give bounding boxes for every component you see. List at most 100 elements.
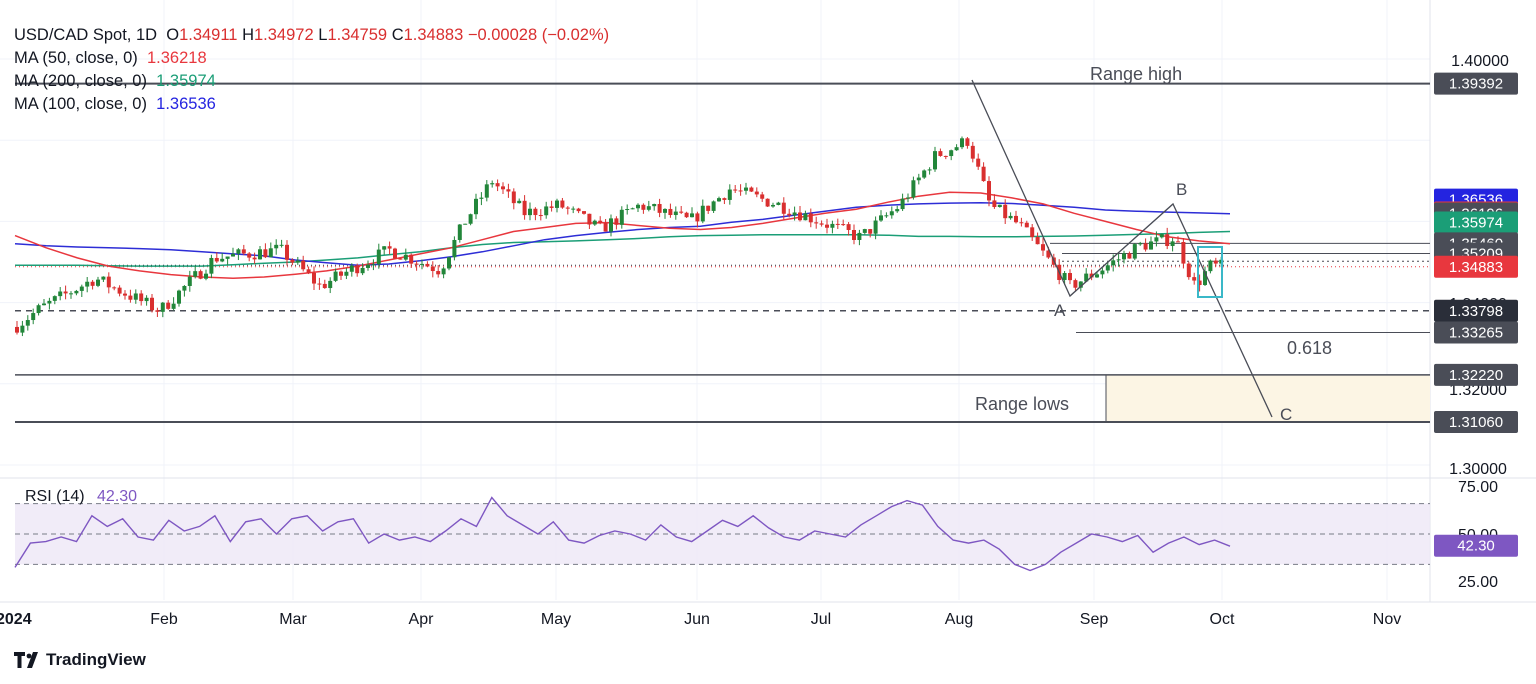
candle-body bbox=[965, 138, 970, 146]
candle-body bbox=[301, 260, 306, 270]
candle-body bbox=[1014, 215, 1018, 223]
candle-body bbox=[366, 264, 370, 268]
candle-body bbox=[1116, 259, 1121, 261]
candlestick-series bbox=[15, 136, 1224, 337]
fib-0618-label: 0.618 bbox=[1287, 338, 1332, 358]
ma200-value: 1.35974 bbox=[156, 72, 216, 90]
candle-body bbox=[295, 260, 300, 263]
candle-body bbox=[841, 224, 846, 226]
candle-body bbox=[927, 169, 932, 171]
candle-body bbox=[538, 215, 543, 217]
candle-body bbox=[1084, 273, 1089, 282]
candle-body bbox=[123, 293, 127, 296]
x-label-jul: Jul bbox=[811, 611, 831, 628]
candle-body bbox=[42, 303, 46, 306]
tradingview-logo[interactable]: TradingView bbox=[14, 650, 146, 670]
candle-body bbox=[447, 257, 451, 269]
candle-body bbox=[1197, 280, 1202, 286]
candle-body bbox=[430, 266, 435, 272]
candle-body bbox=[646, 206, 651, 210]
candle-body bbox=[771, 204, 775, 207]
candle-body bbox=[868, 229, 873, 234]
candle-body bbox=[1089, 273, 1094, 278]
candle-body bbox=[744, 187, 748, 191]
candle-body bbox=[398, 258, 403, 260]
candle-body bbox=[225, 256, 230, 259]
time-axis: 2024 Feb Mar Apr May Jun Jul Aug Sep Oct… bbox=[0, 611, 1401, 628]
candle-body bbox=[943, 155, 948, 157]
x-label-2024: 2024 bbox=[0, 611, 32, 628]
candle-body bbox=[495, 183, 500, 187]
x-label-apr: Apr bbox=[409, 611, 435, 628]
candle-body bbox=[355, 265, 360, 274]
annotation-labels: Range high Range lows 0.618 A B C RSI (1… bbox=[25, 64, 1332, 505]
candle-body bbox=[954, 147, 959, 151]
candle-body bbox=[571, 208, 576, 210]
open-value: 1.34911 bbox=[179, 26, 238, 44]
candle-body bbox=[63, 291, 68, 294]
rsi-title-value: 42.30 bbox=[97, 488, 137, 505]
candle-body bbox=[1213, 260, 1218, 264]
candle-body bbox=[1203, 271, 1207, 286]
candle-body bbox=[247, 253, 252, 258]
candle-body bbox=[285, 244, 289, 260]
candle-body bbox=[819, 223, 824, 225]
candle-body bbox=[754, 191, 759, 195]
candle-body bbox=[393, 248, 397, 259]
candle-body bbox=[112, 287, 117, 289]
candle-body bbox=[1122, 253, 1126, 260]
ma100-legend: MA (100, close, 0) 1.36536 bbox=[14, 94, 216, 114]
low-value: 1.34759 bbox=[327, 26, 388, 44]
candle-body bbox=[522, 200, 527, 216]
candle-body bbox=[279, 244, 284, 246]
candle-body bbox=[992, 200, 997, 208]
x-label-may: May bbox=[541, 611, 571, 628]
candle-body bbox=[1186, 263, 1191, 278]
candle-body bbox=[15, 326, 19, 333]
candle-body bbox=[150, 297, 154, 311]
candle-body bbox=[528, 208, 532, 216]
ma100-value: 1.36536 bbox=[156, 95, 216, 113]
abc-pattern-drawings bbox=[971, 79, 1273, 418]
candle-body bbox=[614, 218, 619, 225]
candle-body bbox=[706, 205, 711, 211]
rsi-tick-75: 75.00 bbox=[1458, 479, 1498, 496]
symbol-title: USD/CAD Spot, 1D bbox=[14, 26, 158, 44]
candle-body bbox=[220, 258, 225, 262]
candle-body bbox=[479, 197, 484, 199]
candle-body bbox=[274, 244, 279, 249]
candle-body bbox=[1003, 204, 1008, 219]
candle-body bbox=[846, 224, 851, 230]
candle-body bbox=[90, 281, 95, 286]
candle-body bbox=[533, 208, 538, 216]
candle-body bbox=[555, 200, 559, 208]
candle-body bbox=[25, 320, 30, 326]
candle-body bbox=[657, 204, 662, 213]
candle-body bbox=[1154, 237, 1159, 242]
candle-body bbox=[306, 269, 311, 273]
candle-body bbox=[177, 290, 181, 304]
candle-body bbox=[619, 209, 624, 225]
candle-body bbox=[625, 209, 630, 211]
candle-body bbox=[727, 189, 732, 200]
high-label: H bbox=[242, 26, 254, 44]
candle-body bbox=[511, 191, 516, 204]
candle-body bbox=[663, 208, 667, 213]
ma100-label: MA (100, close, 0) bbox=[14, 95, 147, 113]
candle-body bbox=[263, 249, 268, 258]
candle-body bbox=[1062, 273, 1067, 280]
candle-body bbox=[58, 291, 63, 297]
candle-body bbox=[1138, 243, 1143, 245]
price-tick-1.30: 1.30000 bbox=[1449, 461, 1507, 478]
candle-body bbox=[1105, 265, 1110, 271]
candle-body bbox=[997, 204, 1002, 208]
candle-body bbox=[987, 181, 991, 201]
candle-body bbox=[452, 239, 457, 258]
point-c-label: C bbox=[1280, 405, 1292, 424]
ab-leg-line bbox=[1069, 203, 1174, 297]
candle-body bbox=[576, 208, 581, 212]
candle-body bbox=[916, 177, 921, 181]
candle-body bbox=[835, 223, 840, 225]
candle-body bbox=[47, 300, 52, 304]
candle-body bbox=[328, 280, 333, 289]
